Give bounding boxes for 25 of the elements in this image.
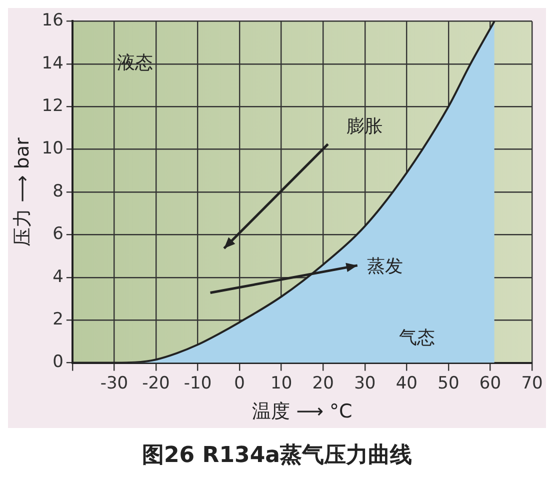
- x-tick-label: 0: [234, 373, 245, 394]
- y-tick-label: 12: [42, 96, 64, 116]
- y-tick-label: 0: [52, 352, 64, 372]
- y-axis-title: 压力 ⟶ bar: [11, 137, 34, 246]
- y-tick-label: 16: [42, 10, 64, 31]
- x-tick-label: 30: [354, 373, 376, 394]
- y-tick-label: 8: [52, 181, 64, 202]
- x-tick-label: 60: [479, 373, 502, 394]
- y-tick-label: 4: [52, 266, 64, 287]
- x-tick-label: 70: [521, 373, 543, 394]
- x-tick-label: -30: [100, 373, 128, 394]
- annotation: 气态: [399, 328, 436, 349]
- y-tick-label: 14: [42, 53, 64, 74]
- x-tick-label: 10: [270, 373, 292, 394]
- y-tick-label: 6: [52, 224, 64, 244]
- x-tick-label: 50: [438, 373, 460, 394]
- x-tick-label: 20: [312, 373, 334, 394]
- x-tick-label: -20: [142, 373, 170, 394]
- x-axis-title: 温度 ⟶ °C: [252, 400, 352, 423]
- y-tick-label: 2: [52, 310, 64, 330]
- y-tick-label: 10: [42, 138, 64, 159]
- text: 图26 R134a蒸气压力曲线: [8, 428, 546, 480]
- annotation: 蒸发: [366, 256, 403, 277]
- x-tick-label: 40: [396, 373, 418, 394]
- x-tick-label: -10: [184, 373, 212, 394]
